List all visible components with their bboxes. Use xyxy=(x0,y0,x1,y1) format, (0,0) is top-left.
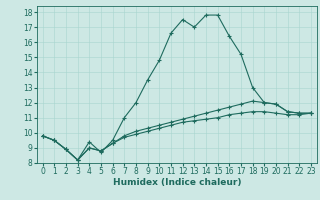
X-axis label: Humidex (Indice chaleur): Humidex (Indice chaleur) xyxy=(113,178,241,187)
